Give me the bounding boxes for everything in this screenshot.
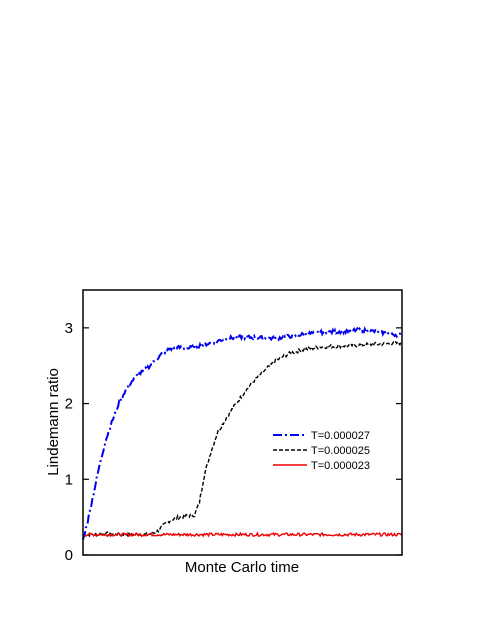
y-tick-label-3: 3	[65, 320, 73, 337]
legend-label-1: T=0.000027	[311, 430, 370, 442]
series-line-3	[82, 531, 403, 538]
y-tick-label-2: 2	[65, 396, 73, 413]
plot-frame	[82, 289, 403, 556]
ticks-layer: 0 1 2 3	[65, 320, 402, 564]
legend: T=0.000027 T=0.000025 T=0.000023	[273, 430, 370, 472]
legend-label-2: T=0.000025	[311, 445, 370, 457]
y-tick-label-0: 0	[65, 547, 73, 564]
x-axis-label: Monte Carlo time	[185, 559, 299, 576]
y-axis-label: Lindemann ratio	[45, 368, 62, 476]
legend-label-3: T=0.000023	[311, 460, 370, 472]
series-line-1	[82, 326, 403, 540]
y-tick-label-1: 1	[65, 471, 73, 488]
series-layer	[82, 326, 403, 540]
